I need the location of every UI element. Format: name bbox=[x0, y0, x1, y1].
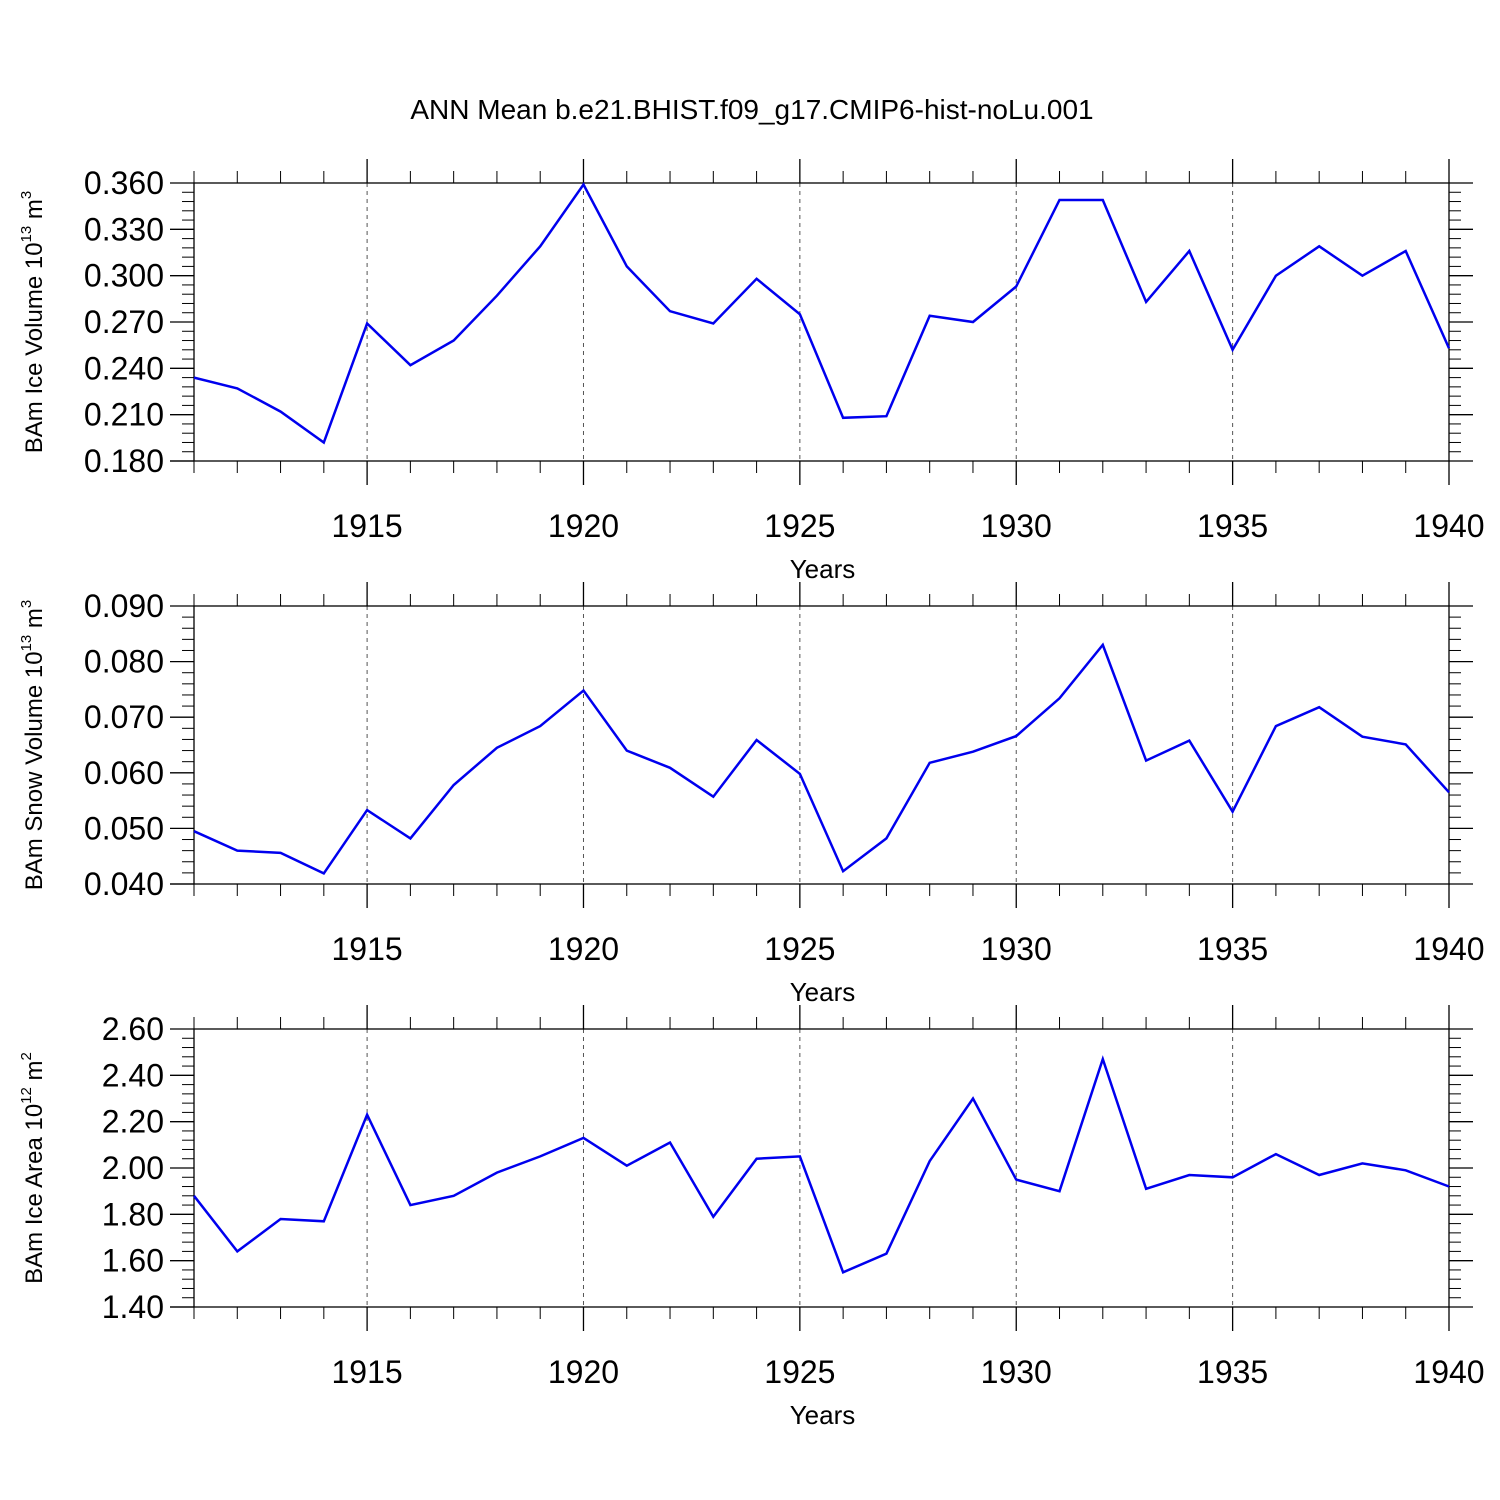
x-tick-label: 1925 bbox=[764, 508, 835, 544]
y-tick-label: 1.80 bbox=[102, 1196, 164, 1232]
x-tick-label: 1935 bbox=[1197, 931, 1268, 967]
y-tick-label: 0.090 bbox=[84, 588, 164, 624]
y-tick-label: 0.080 bbox=[84, 644, 164, 680]
y-tick-label: 0.240 bbox=[84, 350, 164, 386]
y-tick-label: 2.00 bbox=[102, 1150, 164, 1186]
y-tick-label: 1.60 bbox=[102, 1243, 164, 1279]
y-tick-label: 0.050 bbox=[84, 810, 164, 846]
y-tick-label: 0.180 bbox=[84, 443, 164, 479]
x-axis-label: Years bbox=[790, 977, 856, 1007]
y-tick-label: 0.040 bbox=[84, 866, 164, 902]
y-tick-label: 0.360 bbox=[84, 165, 164, 201]
y-tick-label: 2.20 bbox=[102, 1104, 164, 1140]
x-tick-label: 1925 bbox=[764, 1354, 835, 1390]
x-tick-label: 1935 bbox=[1197, 1354, 1268, 1390]
y-tick-label: 0.060 bbox=[84, 755, 164, 791]
x-tick-label: 1930 bbox=[981, 508, 1052, 544]
x-tick-label: 1930 bbox=[981, 1354, 1052, 1390]
y-tick-label: 0.210 bbox=[84, 397, 164, 433]
y-tick-label: 0.270 bbox=[84, 304, 164, 340]
y-axis-label: BAm Ice Area 1012 m2 bbox=[18, 1052, 48, 1284]
x-tick-label: 1915 bbox=[332, 508, 403, 544]
y-tick-label: 1.40 bbox=[102, 1289, 164, 1325]
y-tick-label: 2.60 bbox=[102, 1011, 164, 1047]
plot-frame bbox=[193, 1028, 1450, 1308]
x-tick-label: 1930 bbox=[981, 931, 1052, 967]
x-tick-label: 1925 bbox=[764, 931, 835, 967]
x-tick-label: 1940 bbox=[1413, 1354, 1484, 1390]
x-axis-label: Years bbox=[790, 1400, 856, 1430]
x-tick-label: 1940 bbox=[1413, 508, 1484, 544]
series-line bbox=[193, 642, 1450, 875]
x-tick-label: 1915 bbox=[332, 931, 403, 967]
plot-frame bbox=[193, 605, 1450, 885]
y-axis-label: BAm Snow Volume 1013 m3 bbox=[18, 600, 48, 891]
figure-title: ANN Mean b.e21.BHIST.f09_g17.CMIP6-hist-… bbox=[410, 94, 1093, 125]
y-tick-label: 0.330 bbox=[84, 211, 164, 247]
plot-frame bbox=[193, 182, 1450, 462]
x-axis-label: Years bbox=[790, 554, 856, 584]
x-tick-label: 1935 bbox=[1197, 508, 1268, 544]
series-line bbox=[193, 1055, 1450, 1274]
y-tick-label: 2.40 bbox=[102, 1057, 164, 1093]
x-tick-label: 1920 bbox=[548, 508, 619, 544]
x-tick-label: 1915 bbox=[332, 1354, 403, 1390]
series-line bbox=[193, 182, 1451, 445]
panel-2: 0.040 0.050 0.060 0.070 0.080 0.090 1915 1920 19… bbox=[18, 582, 1485, 1007]
y-tick-label: 0.300 bbox=[84, 258, 164, 294]
x-tick-label: 1920 bbox=[548, 931, 619, 967]
panel-1: 0.180 0.210 0.240 0.270 0.300 0.330 0.360 1915 1… bbox=[18, 159, 1485, 584]
y-axis-label: BAm Ice Volume 1013 m3 bbox=[18, 191, 48, 453]
panel-3: 1.40 1.60 1.80 2.00 2.20 2.40 2.60 1915 1920 1925… bbox=[18, 1005, 1485, 1430]
x-tick-label: 1940 bbox=[1413, 931, 1484, 967]
x-tick-label: 1920 bbox=[548, 1354, 619, 1390]
y-tick-label: 0.070 bbox=[84, 699, 164, 735]
